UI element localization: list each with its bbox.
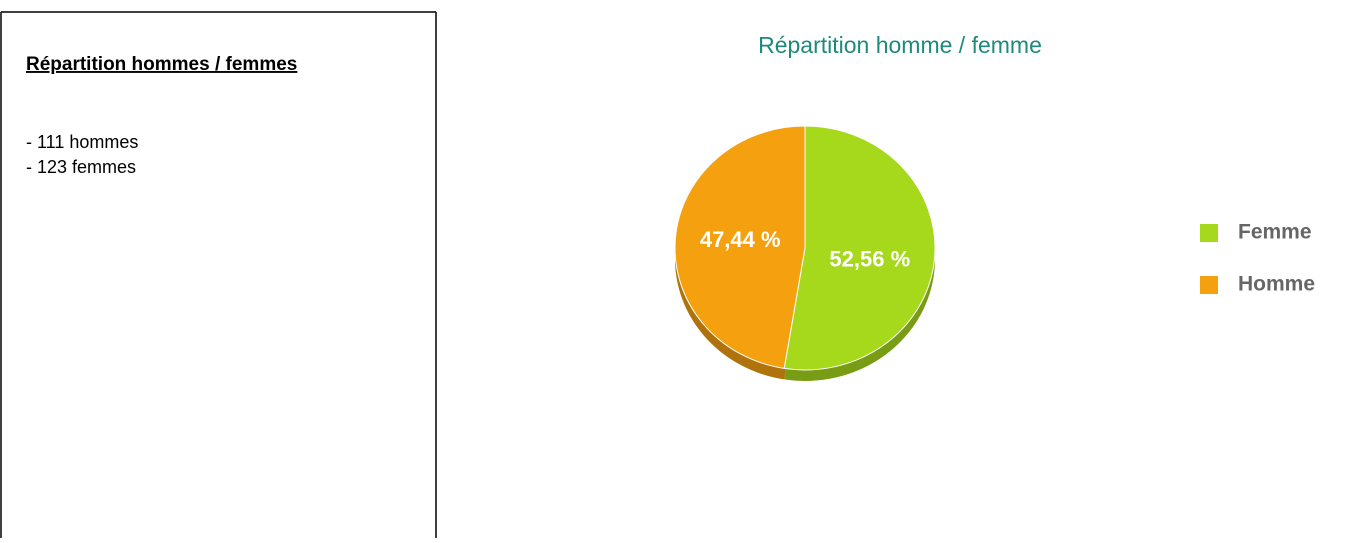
data-label: 52,56 %: [829, 247, 910, 272]
legend-swatch: [1200, 276, 1218, 294]
legend-label: Homme: [1238, 273, 1315, 296]
heading: Répartition hommes / femmes: [26, 54, 297, 75]
pie-slice: [783, 125, 936, 371]
legend-swatch: [1200, 224, 1218, 242]
text-line: - 111 hommes: [26, 132, 138, 152]
pie-slice: [674, 125, 806, 369]
data-label: 47,44 %: [700, 227, 781, 252]
legend-label: Femme: [1238, 221, 1312, 244]
text-line: - 123 femmes: [26, 157, 136, 177]
chart-title: Répartition homme / femme: [758, 32, 1042, 58]
